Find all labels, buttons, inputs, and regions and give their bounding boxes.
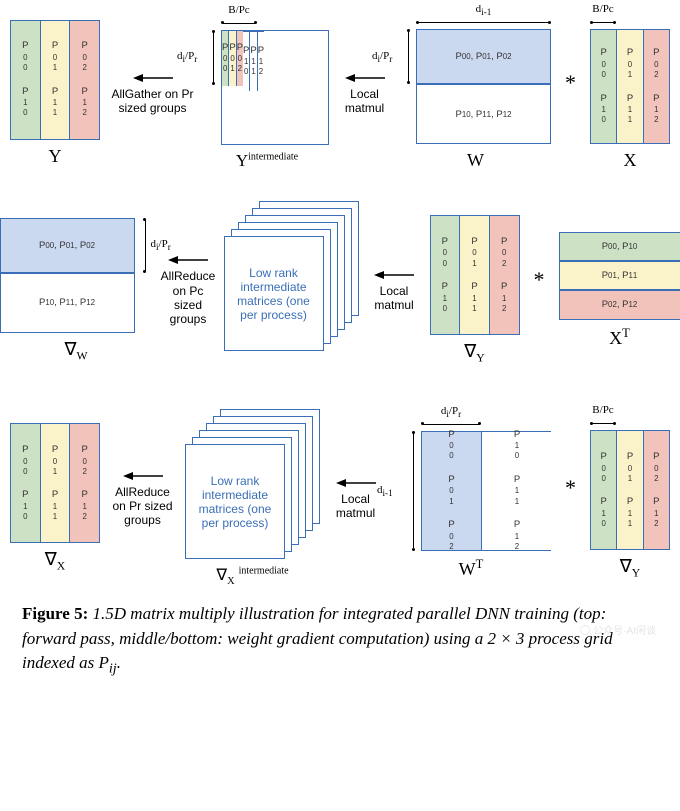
stack-2: Low rank intermediate matrices (one per … xyxy=(224,201,359,379)
matrix-WT: di-1 di/Pr P00P01P02P10P11P12 WT xyxy=(391,417,551,580)
label-gradY-2: ∇Y xyxy=(464,341,485,365)
arrow-allgather: AllGather on Pr sized groups xyxy=(108,71,197,116)
label-Yint: Yintermediate xyxy=(236,151,298,171)
arrow-matmul-1: Local matmul xyxy=(337,71,392,116)
matrix-XT: P00, P10P01, P11P02, P12 XT xyxy=(559,232,680,349)
arrow-matmul-2: Local matmul xyxy=(367,268,422,313)
arrow-allreduce-3: AllReduce on Pr sized groups xyxy=(108,469,177,528)
row-gradW: P00, P01, P02P10, P11, P12 di/Pr ∇W AllR… xyxy=(10,201,670,379)
matrix-gradX: P00P10P01P11P02P12 ∇X xyxy=(10,423,100,573)
matrix-Yint: di/Pr B/Pc P00P01P02P10P11P12 Yintermedi… xyxy=(205,16,329,171)
arrow-allreduce-2: AllReduce on Pc sized groups xyxy=(161,253,216,327)
matrix-Y: P00P10P01P11P02P12 Y xyxy=(10,20,100,167)
label-Y: Y xyxy=(49,146,62,167)
matrix-gradY-3: B/Pc P00P10P01P11P02P12 ∇Y xyxy=(590,416,670,580)
row-gradX: P00P10P01P11P02P12 ∇X AllReduce on Pr si… xyxy=(10,409,670,587)
multiply-1: * xyxy=(559,70,582,96)
label-gradY-3: ∇Y xyxy=(620,556,641,580)
label-X: X xyxy=(624,150,637,171)
label-XT: XT xyxy=(609,326,630,349)
stack-3: Low rank intermediate matrices (one per … xyxy=(185,409,320,587)
arrow-matmul-3: Local matmul xyxy=(328,476,383,521)
multiply-2: * xyxy=(528,267,551,293)
label-gradX-int: ∇X intermediate xyxy=(216,565,288,587)
matrix-W: di/Pr di-1 P00, P01, P02P10, P11, P12 W xyxy=(400,15,551,171)
figure-caption: Figure 5: 1.5D matrix multiply illustrat… xyxy=(10,602,670,679)
label-gradX: ∇X xyxy=(45,549,66,573)
label-W: W xyxy=(467,150,484,171)
label-gradW: ∇W xyxy=(64,339,87,363)
multiply-3: * xyxy=(559,475,582,501)
row-forward: P00P10P01P11P02P12 Y AllGather on Pr siz… xyxy=(10,15,670,171)
matrix-X: B/Pc P00P10P01P11P02P12 X xyxy=(590,15,670,171)
matrix-gradY-2: P00P10P01P11P02P12 ∇Y xyxy=(430,215,520,365)
matrix-gradW: P00, P01, P02P10, P11, P12 di/Pr ∇W xyxy=(0,218,153,363)
watermark-text: 公众号·AI闲谈 xyxy=(580,622,656,637)
label-WT: WT xyxy=(459,557,484,580)
